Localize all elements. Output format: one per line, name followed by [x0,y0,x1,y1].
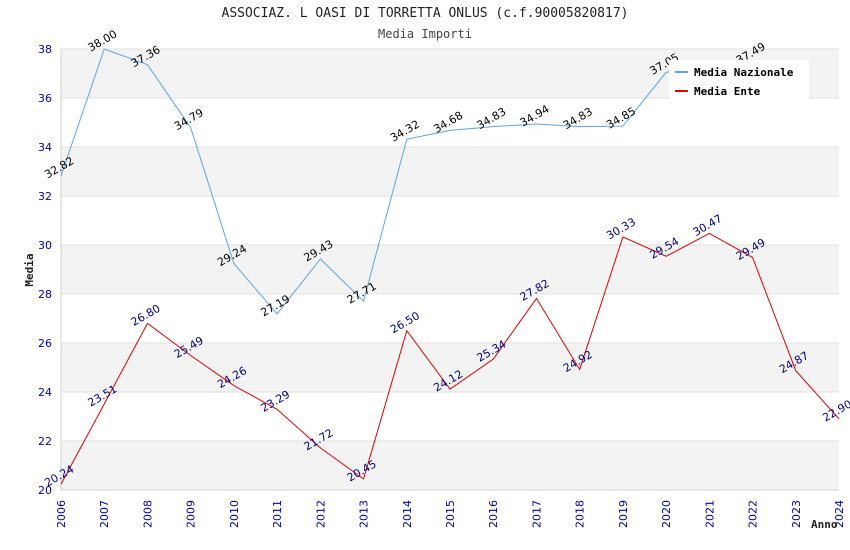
data-label: 27.19 [258,292,292,319]
grid-lines [61,48,839,491]
grid-band [61,343,839,392]
series-lines [60,48,840,485]
x-tick-label: 2017 [530,500,543,528]
x-tick-label: 2016 [487,500,500,528]
y-tick-label: 38 [38,43,52,56]
series-line-media-ente [60,232,840,485]
x-tick-label: 2007 [98,500,111,528]
y-tick-label: 24 [38,386,52,399]
grid-bands [61,49,839,490]
x-tick-label: 2022 [747,500,760,528]
x-tick-label: 2015 [444,500,457,528]
data-label: 26.50 [388,309,422,336]
x-tick-label: 2006 [55,500,68,528]
x-tick-label: 2020 [660,500,673,528]
data-label: 34.83 [561,105,595,132]
grid-band [61,245,839,294]
chart-subtitle: Media Importi [378,27,472,41]
y-tick-label: 30 [38,239,52,252]
x-tick-label: 2021 [703,500,716,528]
data-label: 34.94 [518,102,552,129]
data-label: 26.80 [129,302,163,329]
x-tick-label: 2023 [790,500,803,528]
grid-band [61,147,839,196]
legend-entry: Media Ente [694,85,761,98]
data-label: 34.83 [475,105,509,132]
data-label: 34.32 [388,118,422,145]
y-tick-label: 36 [38,92,52,105]
y-tick-label: 28 [38,288,52,301]
y-tick-label: 26 [38,337,52,350]
legend: Media Nazionale Media Ente [669,60,809,101]
x-tick-label: 2009 [185,500,198,528]
data-label: 30.33 [604,215,638,242]
y-tick-label: 32 [38,190,52,203]
data-label: 34.68 [431,109,465,136]
y-tick-label: 22 [38,435,52,448]
legend-box [669,60,809,101]
y-axis-label: Media [23,253,36,286]
grid-band [61,441,839,490]
x-tick-label: 2012 [314,500,327,528]
y-tick-label: 34 [38,141,52,154]
x-tick-label: 2014 [401,500,414,528]
x-tick-label: 2011 [271,500,284,528]
axes [60,49,839,491]
series-line-media-nazionale [60,48,753,315]
x-tick-label: 2010 [228,500,241,528]
data-label: 34.85 [604,105,638,132]
x-tick-label: 2019 [617,500,630,528]
legend-entry: Media Nazionale [694,66,794,79]
x-tick-label: 2013 [358,500,371,528]
data-label: 34.79 [172,106,206,133]
x-tick-label: 2024 [833,500,846,528]
chart-title: ASSOCIAZ. L OASI DI TORRETTA ONLUS (c.f.… [221,6,629,21]
data-label: 22.90 [820,397,850,424]
x-tick-label: 2018 [574,500,587,528]
x-axis-label: Anno [811,518,838,531]
x-tick-label: 2008 [141,500,154,528]
y-tick-labels: 20 22 24 26 28 30 32 34 36 38 [38,43,52,497]
y-tick-label: 20 [38,484,52,497]
x-tick-labels: 2006 2007 2008 2009 2010 2011 2012 2013 2014 2015… [55,500,846,528]
